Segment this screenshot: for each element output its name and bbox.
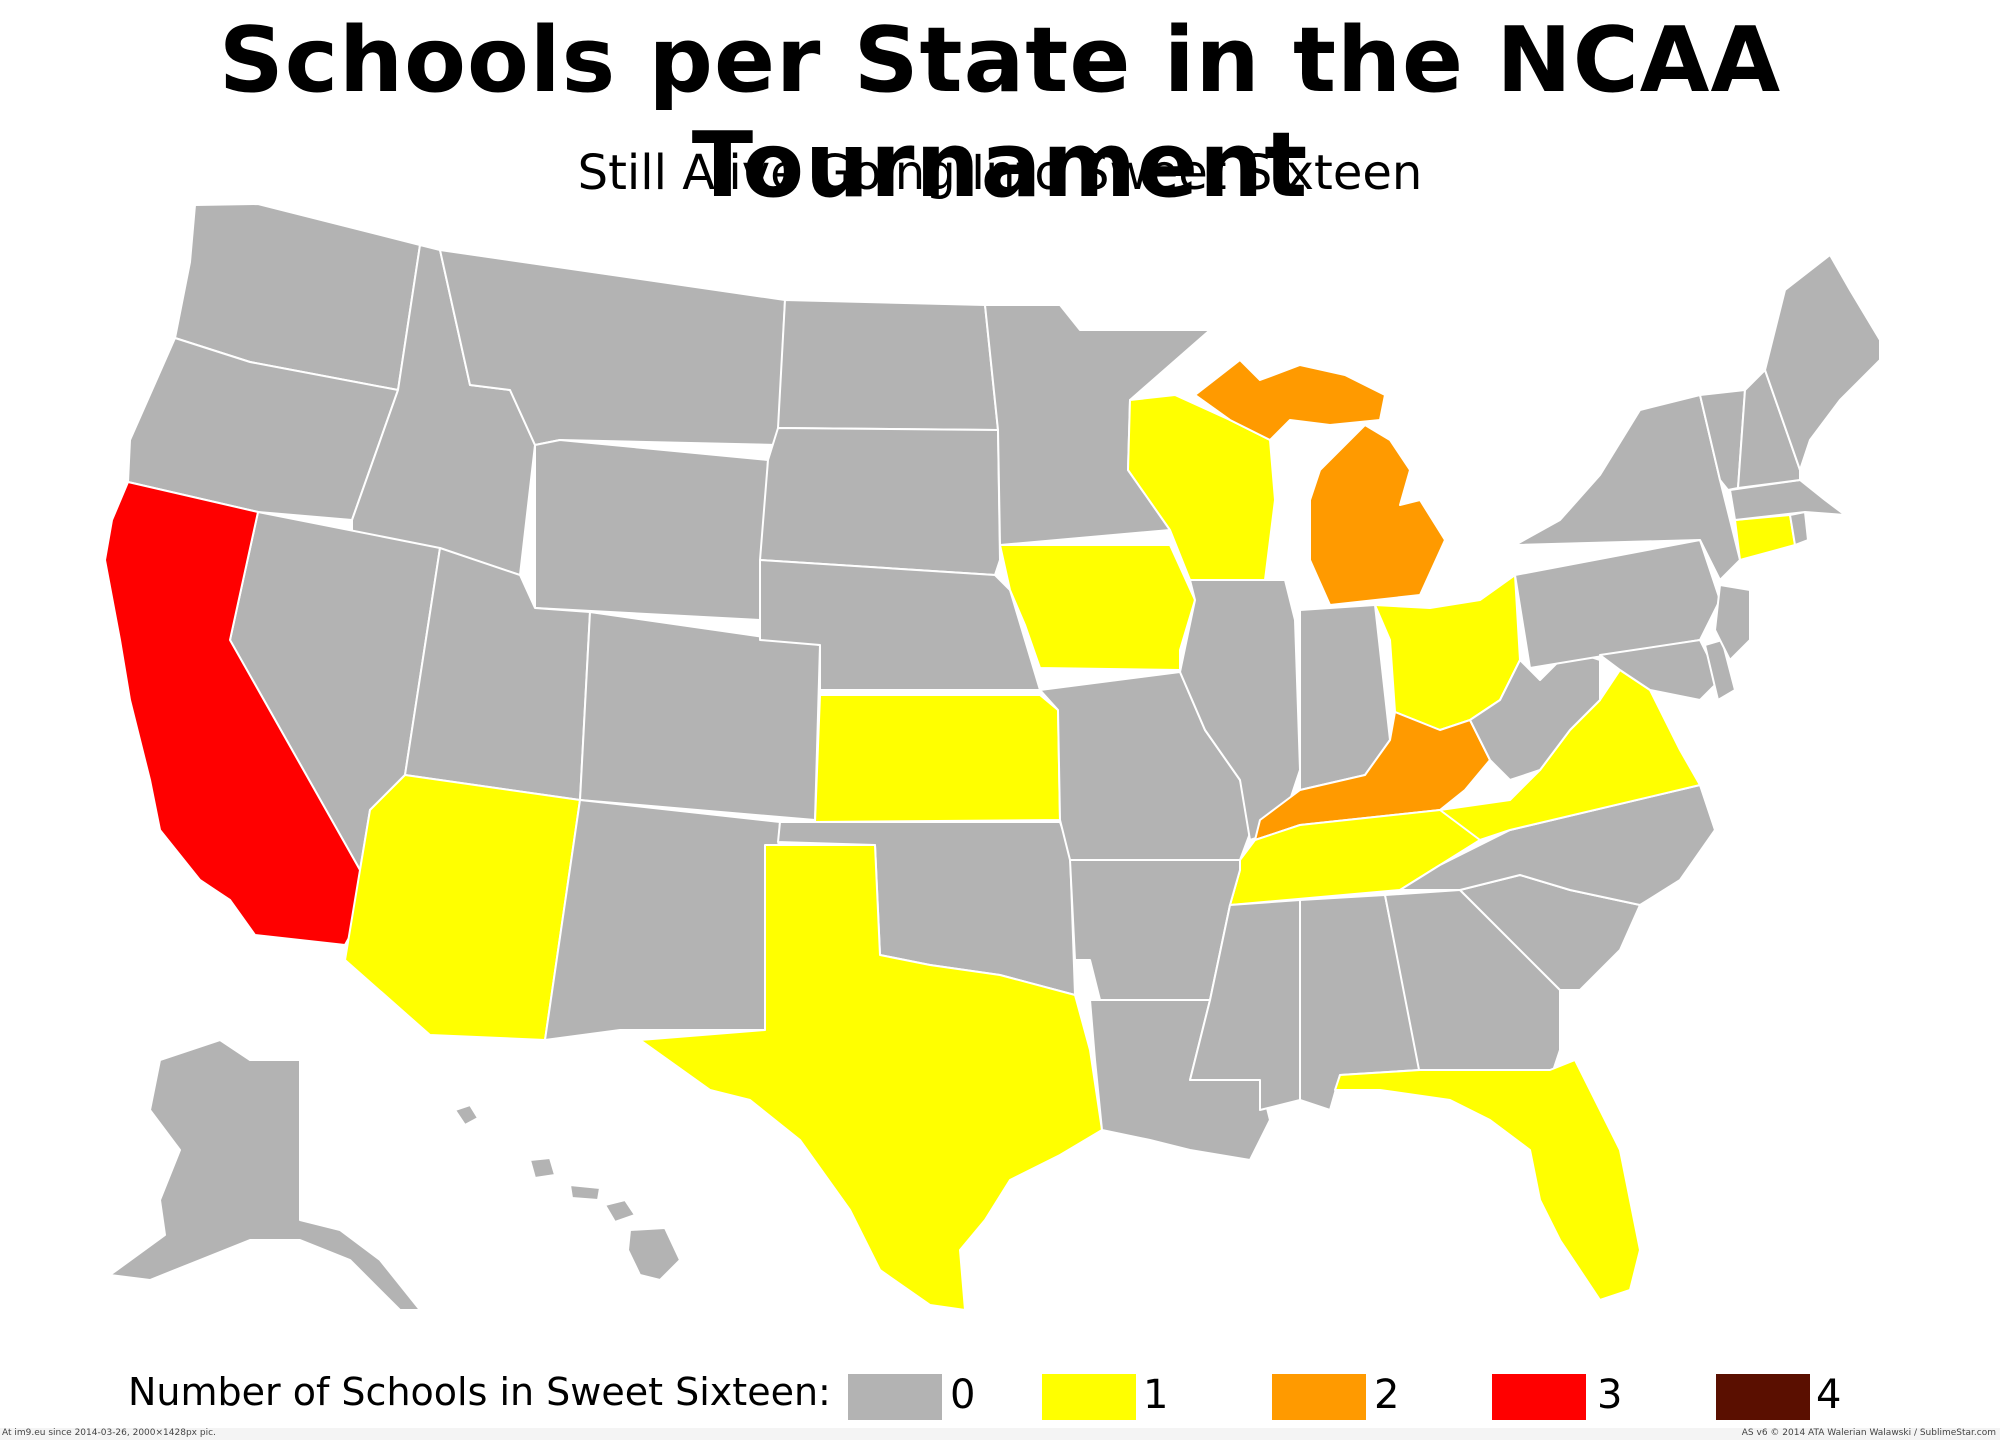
state-wisconsin[interactable] — [1127, 394, 1276, 581]
state-hawaii-3[interactable] — [569, 1184, 601, 1201]
state-pennsylvania[interactable] — [1514, 539, 1721, 669]
legend: Number of Schools in Sweet Sixteen: 0 1 … — [0, 1368, 2000, 1428]
state-texas[interactable] — [639, 844, 1103, 1311]
legend-value-0: 0 — [950, 1372, 976, 1418]
state-florida[interactable] — [1334, 1059, 1641, 1301]
state-hawaii-4[interactable] — [604, 1199, 636, 1223]
legend-value-1: 1 — [1143, 1372, 1169, 1418]
state-maryland[interactable] — [1599, 639, 1721, 701]
state-oregon[interactable] — [127, 337, 399, 521]
legend-swatch-1 — [1042, 1374, 1136, 1420]
state-connecticut[interactable] — [1734, 514, 1796, 561]
state-new-jersey[interactable] — [1714, 584, 1751, 661]
legend-swatch-4 — [1716, 1374, 1810, 1420]
state-maine[interactable] — [1764, 254, 1881, 471]
state-nebraska[interactable] — [759, 559, 1041, 691]
map-subtitle: Still Alive Going Into Sweet Sixteen — [577, 145, 1423, 201]
legend-swatch-2 — [1272, 1374, 1366, 1420]
state-kansas[interactable] — [814, 694, 1061, 823]
state-south-dakota[interactable] — [759, 427, 1001, 576]
state-colorado[interactable] — [579, 611, 821, 821]
states-layer — [104, 203, 1881, 1311]
legend-value-2: 2 — [1374, 1372, 1400, 1418]
map-title: Schools per State in the NCAA Tournament — [218, 8, 1782, 218]
legend-swatch-3 — [1492, 1374, 1586, 1420]
state-hawaii-2[interactable] — [529, 1157, 556, 1179]
legend-label: Number of Schools in Sweet Sixteen: — [128, 1370, 831, 1414]
footer-credit-left: At im9.eu since 2014-03-26, 2000×1428px … — [2, 1428, 216, 1438]
legend-value-4: 4 — [1816, 1372, 1842, 1418]
state-new-hampshire[interactable] — [1737, 369, 1801, 489]
state-michigan-lower[interactable] — [1309, 424, 1446, 606]
footer-credit-right: AS v6 © 2014 ATA Walerian Walawski / Sub… — [1741, 1428, 1996, 1438]
legend-swatch-0 — [848, 1374, 942, 1420]
state-north-dakota[interactable] — [777, 299, 999, 431]
state-alaska[interactable] — [109, 1039, 421, 1311]
us-states-map — [104, 203, 1881, 1311]
state-california[interactable] — [104, 481, 376, 946]
state-new-mexico[interactable] — [544, 799, 781, 1041]
state-west-virginia[interactable] — [1469, 649, 1601, 781]
state-illinois[interactable] — [1179, 579, 1301, 841]
state-hawaii-5[interactable] — [627, 1227, 681, 1281]
state-michigan-upper[interactable] — [1194, 359, 1386, 441]
legend-value-3: 3 — [1597, 1372, 1623, 1418]
state-delaware[interactable] — [1704, 639, 1736, 701]
state-arizona[interactable] — [344, 774, 581, 1041]
state-hawaii-1[interactable] — [454, 1104, 479, 1126]
state-vermont[interactable] — [1699, 389, 1746, 491]
state-wyoming[interactable] — [534, 439, 769, 621]
footer-bar: At im9.eu since 2014-03-26, 2000×1428px … — [0, 1428, 2000, 1440]
